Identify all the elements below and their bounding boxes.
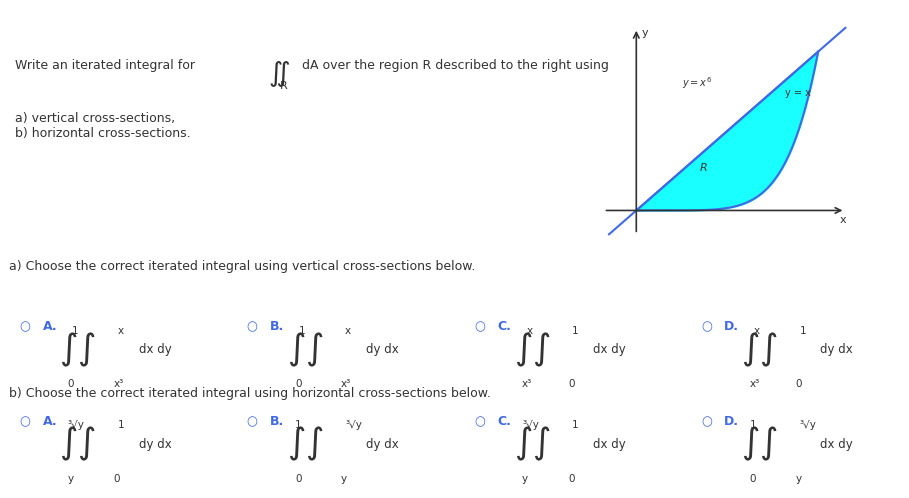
Text: dA over the region R described to the right using: dA over the region R described to the ri… [302, 59, 609, 72]
Text: $\int\int$: $\int\int$ [514, 425, 551, 463]
Text: $\int\int$: $\int\int$ [59, 331, 96, 369]
Text: dy dx: dy dx [139, 438, 172, 451]
Text: dy dx: dy dx [366, 438, 399, 451]
Text: A.: A. [43, 320, 57, 333]
Text: ³√y: ³√y [67, 420, 85, 430]
Text: 1: 1 [299, 326, 305, 336]
Text: x: x [840, 215, 846, 225]
Text: 0: 0 [568, 474, 574, 484]
Text: dy dx: dy dx [366, 343, 399, 356]
Text: ○: ○ [474, 320, 484, 333]
Text: $\int\int$: $\int\int$ [286, 425, 324, 463]
Text: dx dy: dx dy [594, 343, 626, 356]
Text: x: x [526, 326, 533, 336]
Text: ○: ○ [246, 415, 257, 428]
Text: 0: 0 [795, 379, 802, 389]
Text: ○: ○ [702, 415, 712, 428]
Text: ○: ○ [20, 415, 30, 428]
Text: 0: 0 [295, 474, 302, 484]
Text: y: y [795, 474, 802, 484]
Text: x³: x³ [522, 379, 533, 389]
Text: 1: 1 [72, 326, 78, 336]
Text: D.: D. [724, 320, 739, 333]
Text: dx dy: dx dy [139, 343, 172, 356]
Text: C.: C. [497, 415, 511, 428]
Text: 1: 1 [295, 420, 302, 430]
Text: R: R [280, 81, 287, 91]
Text: x: x [345, 326, 351, 336]
Text: ○: ○ [246, 320, 257, 333]
Text: dx dy: dx dy [821, 438, 854, 451]
Text: $\iint$: $\iint$ [268, 59, 291, 89]
Text: $\int\int$: $\int\int$ [741, 425, 778, 463]
Text: b) Choose the correct iterated integral using horizontal cross-sections below.: b) Choose the correct iterated integral … [9, 387, 491, 400]
Text: 0: 0 [295, 379, 302, 389]
Text: ○: ○ [474, 415, 484, 428]
Text: ³√y: ³√y [800, 420, 816, 430]
Text: dy dx: dy dx [821, 343, 854, 356]
Text: 1: 1 [800, 326, 806, 336]
Text: $\int\int$: $\int\int$ [741, 331, 778, 369]
Text: a) Choose the correct iterated integral using vertical cross-sections below.: a) Choose the correct iterated integral … [9, 260, 475, 273]
Text: ³√y: ³√y [522, 420, 539, 430]
Text: $y = x^6$: $y = x^6$ [682, 75, 712, 91]
Text: x³: x³ [341, 379, 351, 389]
Text: y: y [67, 474, 74, 484]
Text: $\int\int$: $\int\int$ [286, 331, 324, 369]
Text: dx dy: dx dy [594, 438, 626, 451]
Text: R: R [700, 163, 708, 173]
Text: x³: x³ [114, 379, 124, 389]
Text: $\int\int$: $\int\int$ [59, 425, 96, 463]
Text: x: x [754, 326, 760, 336]
Text: y: y [341, 474, 347, 484]
Text: A.: A. [43, 415, 57, 428]
Text: Write an iterated integral for: Write an iterated integral for [15, 59, 195, 72]
Text: x³: x³ [749, 379, 760, 389]
Text: 0: 0 [67, 379, 75, 389]
Text: 0: 0 [114, 474, 120, 484]
Text: 0: 0 [568, 379, 574, 389]
Text: y = x: y = x [785, 88, 811, 98]
Text: y: y [642, 28, 648, 38]
Text: 1: 1 [118, 420, 125, 430]
Text: B.: B. [270, 320, 284, 333]
Text: 0: 0 [749, 474, 756, 484]
Text: y: y [522, 474, 528, 484]
Text: $\int\int$: $\int\int$ [514, 331, 551, 369]
Text: 1: 1 [573, 326, 579, 336]
Text: 1: 1 [749, 420, 756, 430]
Text: ○: ○ [702, 320, 712, 333]
Text: ○: ○ [20, 320, 30, 333]
Text: ³√y: ³√y [345, 420, 362, 430]
Text: x: x [118, 326, 124, 336]
Text: 1: 1 [573, 420, 579, 430]
Text: D.: D. [724, 415, 739, 428]
Text: a) vertical cross-sections,
b) horizontal cross-sections.: a) vertical cross-sections, b) horizonta… [15, 112, 190, 140]
Text: C.: C. [497, 320, 511, 333]
Text: B.: B. [270, 415, 284, 428]
